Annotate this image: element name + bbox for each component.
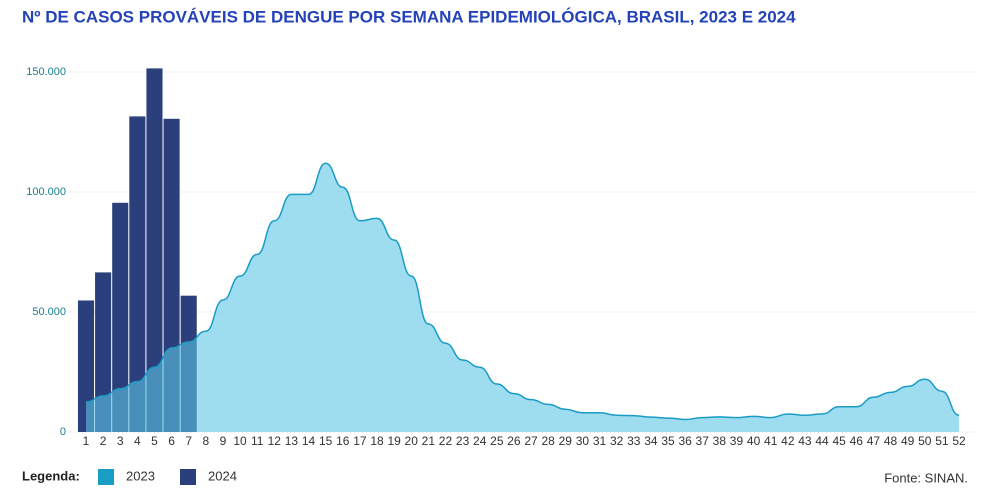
x-tick-label: 12 (268, 434, 282, 448)
x-tick-label: 20 (405, 434, 419, 448)
x-tick-label: 1 (83, 434, 90, 448)
x-tick-label: 25 (490, 434, 504, 448)
x-tick-label: 48 (884, 434, 898, 448)
x-tick-label: 4 (134, 434, 141, 448)
x-tick-label: 52 (952, 434, 966, 448)
x-tick-label: 33 (627, 434, 641, 448)
x-tick-label: 9 (220, 434, 227, 448)
x-tick-label: 14 (302, 434, 316, 448)
x-tick-label: 18 (370, 434, 384, 448)
x-tick-label: 15 (319, 434, 333, 448)
x-tick-label: 3 (117, 434, 124, 448)
bar (95, 272, 112, 432)
bar (129, 116, 146, 433)
bar (112, 202, 129, 432)
legend-swatch (98, 469, 114, 485)
x-tick-label: 31 (593, 434, 607, 448)
x-tick-label: 21 (422, 434, 436, 448)
x-tick-label: 45 (832, 434, 846, 448)
x-tick-label: 28 (541, 434, 555, 448)
x-tick-label: 22 (439, 434, 453, 448)
x-tick-label: 2 (100, 434, 107, 448)
x-tick-label: 44 (815, 434, 829, 448)
x-tick-label: 6 (168, 434, 175, 448)
y-tick-label: 150.000 (26, 66, 66, 78)
legend-label: 2024 (208, 468, 237, 483)
x-tick-label: 26 (507, 434, 521, 448)
chart-title: Nº DE CASOS PROVÁVEIS DE DENGUE POR SEMA… (22, 7, 796, 26)
x-tick-label: 19 (387, 434, 401, 448)
x-tick-label: 7 (185, 434, 192, 448)
x-tick-label: 51 (935, 434, 949, 448)
legend-label: 2023 (126, 468, 155, 483)
legend-swatch (180, 469, 196, 485)
x-tick-label: 39 (730, 434, 744, 448)
x-tick-label: 13 (285, 434, 299, 448)
x-tick-label: 32 (610, 434, 624, 448)
bar (77, 300, 95, 432)
x-tick-label: 27 (524, 434, 538, 448)
x-tick-label: 41 (764, 434, 778, 448)
legend-title: Legenda: (22, 468, 80, 483)
x-tick-label: 11 (251, 434, 264, 448)
x-tick-label: 23 (456, 434, 470, 448)
x-tick-label: 10 (233, 434, 247, 448)
y-tick-label: 50.000 (32, 306, 66, 318)
x-tick-label: 50 (918, 434, 932, 448)
x-tick-label: 24 (473, 434, 487, 448)
x-tick-label: 38 (713, 434, 727, 448)
x-tick-label: 16 (336, 434, 350, 448)
x-tick-label: 5 (151, 434, 158, 448)
x-tick-label: 43 (798, 434, 812, 448)
x-tick-label: 40 (747, 434, 761, 448)
x-tick-label: 42 (781, 434, 795, 448)
x-tick-label: 34 (644, 434, 658, 448)
bar (146, 68, 163, 433)
x-tick-label: 8 (202, 434, 209, 448)
area-fill (86, 163, 959, 432)
x-tick-label: 29 (559, 434, 573, 448)
x-tick-label: 37 (696, 434, 710, 448)
area-line (85, 162, 960, 421)
x-tick-label: 30 (576, 434, 590, 448)
x-tick-label: 35 (661, 434, 675, 448)
x-tick-label: 46 (850, 434, 864, 448)
y-tick-label: 0 (60, 426, 66, 438)
y-tick-label: 100.000 (26, 186, 66, 198)
x-tick-label: 47 (867, 434, 881, 448)
source: Fonte: SINAN. (884, 470, 968, 485)
x-tick-label: 17 (353, 434, 367, 448)
x-tick-label: 36 (678, 434, 692, 448)
x-tick-label: 49 (901, 434, 915, 448)
